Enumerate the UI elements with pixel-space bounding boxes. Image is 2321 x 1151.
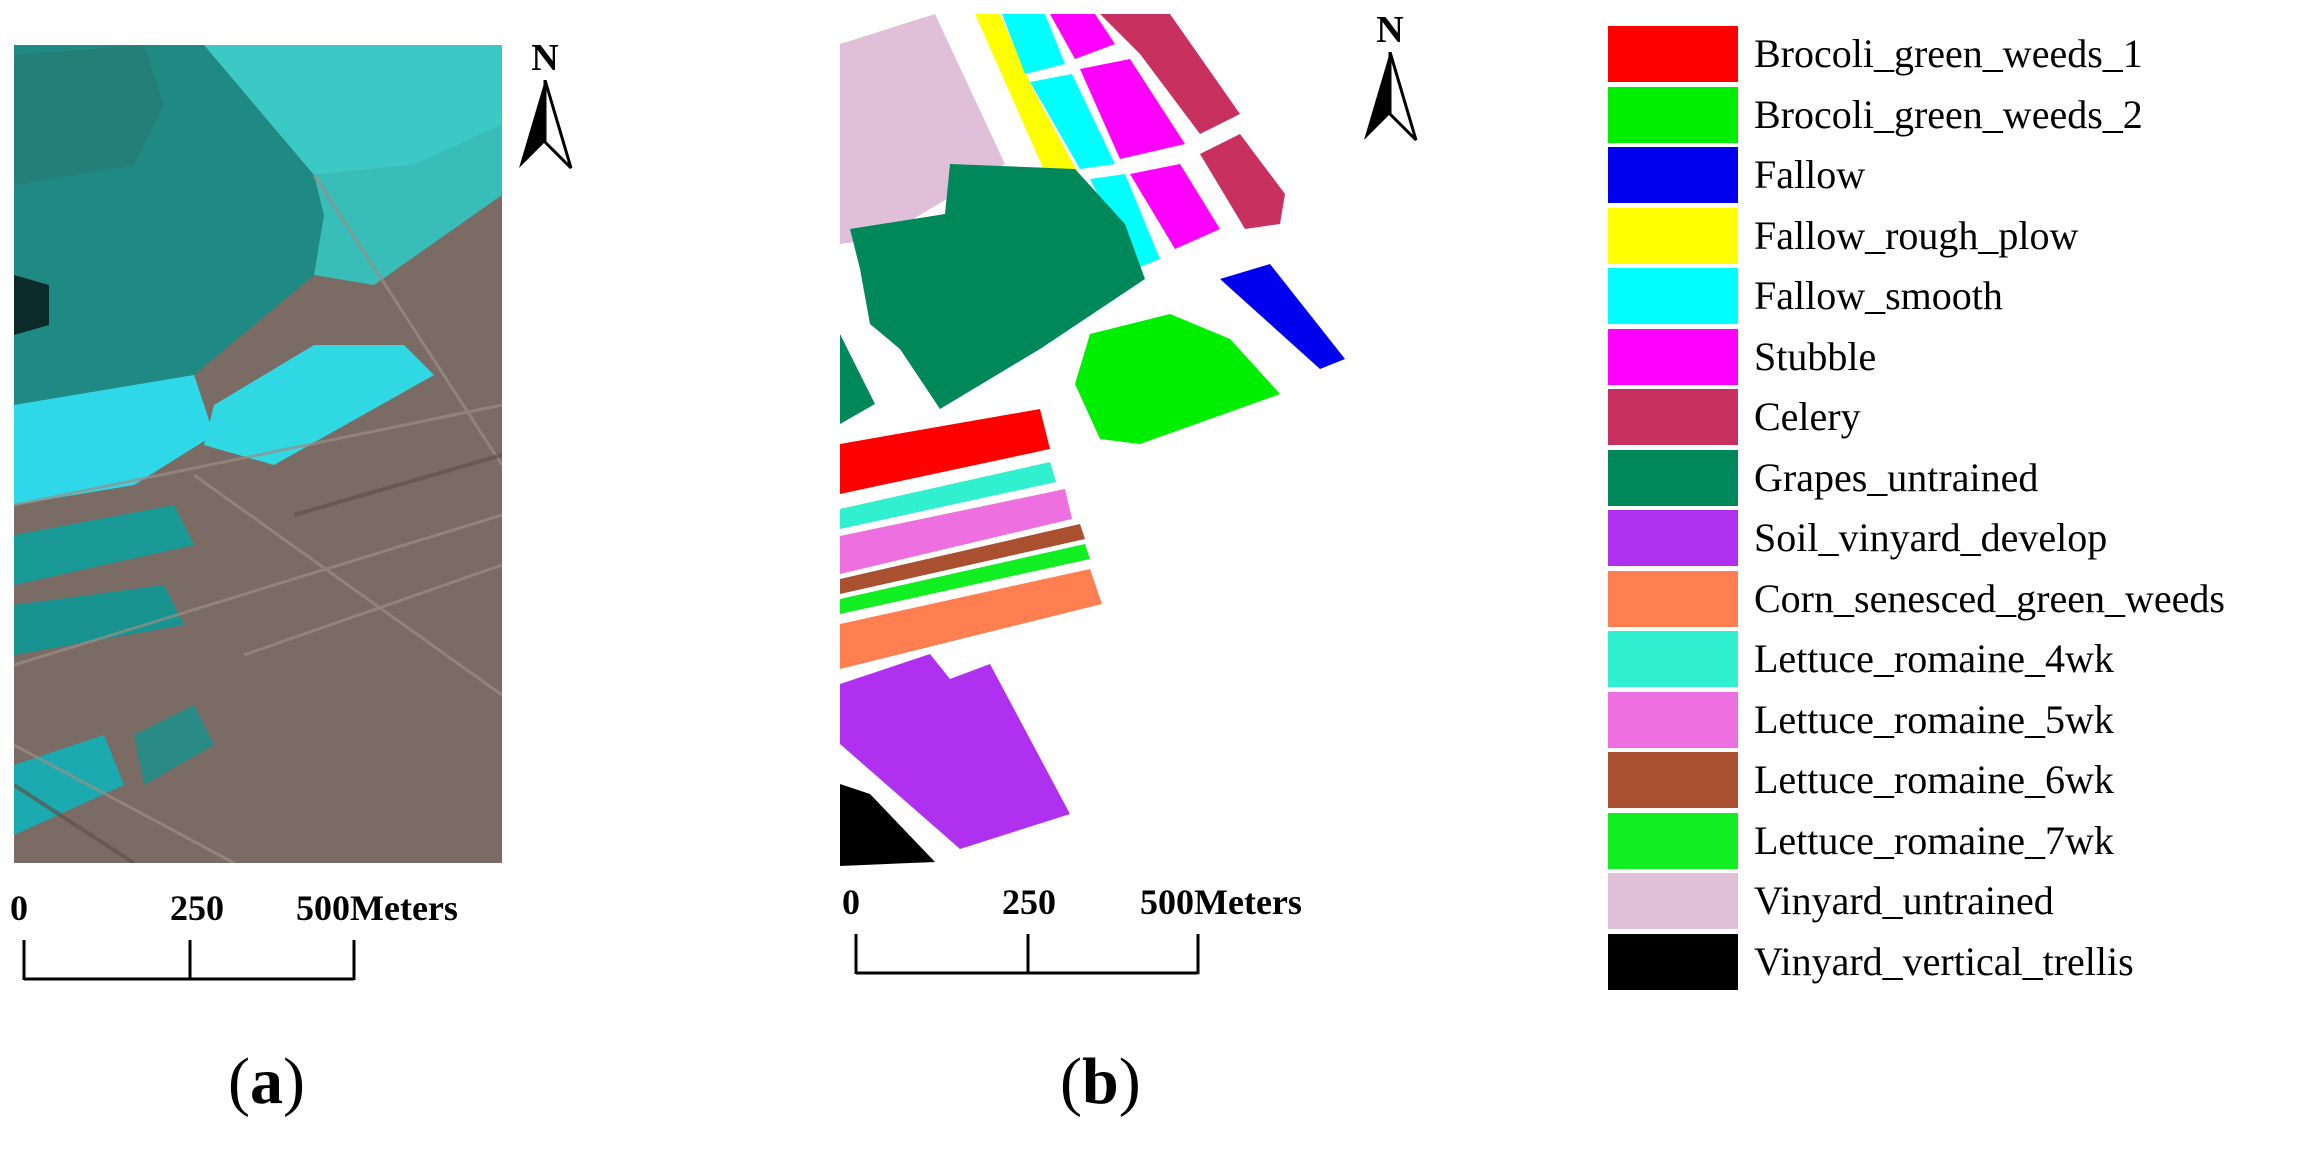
scale-tick-250: 250: [170, 888, 224, 928]
legend-item: Brocoli_green_weeds_2: [1608, 87, 2308, 143]
legend-label: Lettuce_romaine_5wk: [1754, 697, 2114, 742]
legend-label: Vinyard_untrained: [1754, 878, 2054, 923]
scale-tick-0: 0: [842, 882, 860, 922]
legend-swatch: [1608, 26, 1738, 82]
satellite-image: [14, 45, 502, 863]
legend-label: Brocoli_green_weeds_2: [1754, 92, 2143, 137]
legend-item: Stubble: [1608, 329, 2308, 385]
north-label: N: [1376, 9, 1404, 51]
legend-swatch: [1608, 631, 1738, 687]
scale-tick-0: 0: [10, 888, 28, 928]
legend-label: Corn_senesced_green_weeds: [1754, 576, 2225, 621]
legend-swatch: [1608, 510, 1738, 566]
legend-label: Vinyard_vertical_trellis: [1754, 939, 2134, 984]
north-arrow: N: [1355, 10, 1425, 160]
legend-label: Lettuce_romaine_6wk: [1754, 757, 2114, 802]
legend-swatch: [1608, 268, 1738, 324]
legend-item: Lettuce_romaine_7wk: [1608, 813, 2308, 869]
legend-item: Lettuce_romaine_4wk: [1608, 631, 2308, 687]
legend-swatch: [1608, 873, 1738, 929]
scale-tick-250: 250: [1002, 882, 1056, 922]
legend-label: Fallow_rough_plow: [1754, 213, 2079, 258]
legend-item: Lettuce_romaine_5wk: [1608, 692, 2308, 748]
scale-tick-500: 500Meters: [1140, 882, 1302, 922]
legend-label: Lettuce_romaine_4wk: [1754, 636, 2114, 681]
legend-label: Celery: [1754, 394, 1861, 439]
panel-label-b: (b): [1060, 1045, 1141, 1118]
legend-label: Brocoli_green_weeds_1: [1754, 31, 2143, 76]
legend-swatch: [1608, 87, 1738, 143]
legend-item: Brocoli_green_weeds_1: [1608, 26, 2308, 82]
legend-swatch: [1608, 571, 1738, 627]
legend-item: Celery: [1608, 389, 2308, 445]
legend-label: Lettuce_romaine_7wk: [1754, 818, 2114, 863]
legend-item: Corn_senesced_green_weeds: [1608, 571, 2308, 627]
north-arrow-icon: [519, 80, 573, 170]
legend-swatch: [1608, 934, 1738, 990]
legend-swatch: [1608, 813, 1738, 869]
north-arrow-icon: [1364, 52, 1418, 142]
legend-item: Grapes_untrained: [1608, 450, 2308, 506]
legend-swatch: [1608, 329, 1738, 385]
scale-bar: 0 250 500Meters: [10, 888, 458, 998]
legend-swatch: [1608, 450, 1738, 506]
legend-item: Soil_vinyard_develop: [1608, 510, 2308, 566]
north-arrow: N: [510, 38, 580, 188]
legend-label: Fallow: [1754, 152, 1866, 197]
legend-swatch: [1608, 208, 1738, 264]
scale-bar-line: [854, 934, 1200, 975]
classification-map: [840, 14, 1360, 866]
legend-item: Fallow_smooth: [1608, 268, 2308, 324]
legend-item: Vinyard_untrained: [1608, 873, 2308, 929]
legend-item: Fallow_rough_plow: [1608, 208, 2308, 264]
panel-label-a: (a): [228, 1045, 305, 1118]
legend-swatch: [1608, 147, 1738, 203]
legend-label: Stubble: [1754, 334, 1877, 379]
legend-label: Fallow_smooth: [1754, 273, 2003, 318]
legend-swatch: [1608, 692, 1738, 748]
legend-label: Grapes_untrained: [1754, 455, 2039, 500]
scale-bar: 0 250 500Meters: [842, 882, 1302, 992]
legend-swatch: [1608, 752, 1738, 808]
scale-tick-500: 500Meters: [296, 888, 458, 928]
legend-item: Vinyard_vertical_trellis: [1608, 934, 2308, 990]
legend-item: Lettuce_romaine_6wk: [1608, 752, 2308, 808]
north-label: N: [531, 37, 559, 79]
legend-label: Soil_vinyard_develop: [1754, 515, 2108, 560]
scale-bar-line: [22, 940, 356, 981]
legend-swatch: [1608, 389, 1738, 445]
legend-item: Fallow: [1608, 147, 2308, 203]
